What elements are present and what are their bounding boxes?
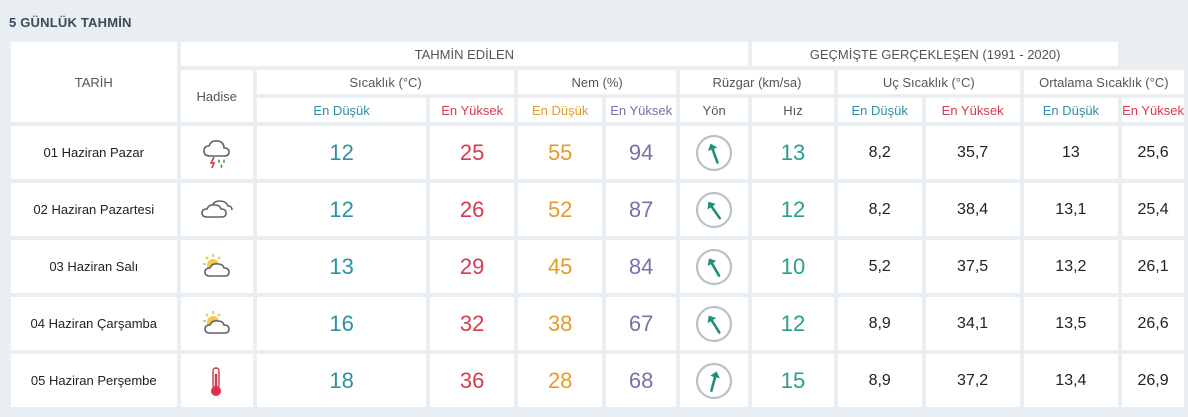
- avg-high-value: 26,9: [1122, 354, 1184, 407]
- header-humidity: Nem (%): [518, 70, 677, 94]
- humidity-high-value: 67: [606, 297, 677, 350]
- wind-speed-value: 10: [752, 240, 834, 293]
- temp-high-value: 26: [430, 183, 515, 236]
- humidity-low-value: 45: [518, 240, 603, 293]
- wind-direction-cell: [680, 183, 749, 236]
- temp-low-value: 12: [257, 183, 427, 236]
- section-title: 5 GÜNLÜK TAHMİN: [9, 15, 132, 30]
- wind-direction-arrow-icon: [680, 190, 748, 230]
- cloudy-icon: [181, 193, 254, 227]
- humidity-high-value: 68: [606, 354, 677, 407]
- weather-event-cell: [180, 354, 254, 407]
- humidity-low-value: 28: [518, 354, 603, 407]
- table-row: 03 Haziran Salı 13 29 45 84 10 5,2 37,5 13,2 26,1: [11, 240, 1184, 293]
- wind-direction-cell: [680, 126, 749, 179]
- weather-event-cell: [180, 240, 254, 293]
- extreme-high-value: 37,5: [925, 240, 1020, 293]
- humidity-high-value: 84: [606, 240, 677, 293]
- row-date: 02 Haziran Pazartesi: [11, 183, 177, 236]
- temp-low-value: 16: [257, 297, 427, 350]
- temp-low-value: 18: [257, 354, 427, 407]
- thunderstorm-rain-icon: [181, 136, 254, 170]
- weather-event-cell: [180, 183, 254, 236]
- header-date: TARİH: [11, 42, 177, 122]
- wind-direction-cell: [680, 240, 749, 293]
- weather-event-cell: [180, 297, 254, 350]
- weather-event-cell: [180, 126, 254, 179]
- extreme-low-value: 8,2: [837, 183, 922, 236]
- avg-high-value: 25,4: [1122, 183, 1184, 236]
- header-row-subcolumns: En Düşük En Yüksek En Düşük En Yüksek Yö…: [11, 98, 1184, 122]
- humidity-low-value: 52: [518, 183, 603, 236]
- header-row-categories: Hadise Sıcaklık (°C) Nem (%) Rüzgar (km/…: [11, 70, 1184, 122]
- wind-direction-arrow-icon: [680, 361, 748, 401]
- row-date: 04 Haziran Çarşamba: [11, 297, 177, 350]
- header-row-groups: TARİH TAHMİN EDİLEN GEÇMİŞTE GERÇEKLEŞEN…: [11, 42, 1184, 122]
- temp-high-value: 32: [430, 297, 515, 350]
- wind-speed-value: 12: [752, 183, 834, 236]
- header-forecast-group: TAHMİN EDİLEN: [180, 42, 749, 66]
- subheader-humidity-high: En Yüksek: [606, 98, 677, 122]
- avg-low-value: 13,5: [1023, 297, 1119, 350]
- header-event: Hadise: [180, 70, 254, 122]
- extreme-low-value: 8,9: [837, 297, 922, 350]
- wind-direction-cell: [680, 297, 749, 350]
- wind-direction-arrow-icon: [680, 247, 748, 287]
- avg-low-value: 13,4: [1023, 354, 1119, 407]
- temp-high-value: 25: [430, 126, 515, 179]
- header-avg-temp: Ortalama Sıcaklık (°C): [1023, 70, 1184, 94]
- table-row: 01 Haziran Pazar 12 25 55 94 13 8,2 35,7 13 25,6: [11, 126, 1184, 179]
- header-history-group: GEÇMİŞTE GERÇEKLEŞEN (1991 - 2020): [752, 42, 1119, 66]
- subheader-extreme-high: En Yüksek: [925, 98, 1020, 122]
- avg-low-value: 13: [1023, 126, 1119, 179]
- subheader-wind-speed: Hız: [752, 98, 834, 122]
- humidity-high-value: 87: [606, 183, 677, 236]
- wind-speed-value: 12: [752, 297, 834, 350]
- wind-direction-arrow-icon: [680, 133, 748, 173]
- header-extreme-temp: Uç Sıcaklık (°C): [837, 70, 1020, 94]
- humidity-high-value: 94: [606, 126, 677, 179]
- wind-speed-value: 13: [752, 126, 834, 179]
- extreme-high-value: 37,2: [925, 354, 1020, 407]
- subheader-avg-high: En Yüksek: [1122, 98, 1184, 122]
- avg-high-value: 25,6: [1122, 126, 1184, 179]
- forecast-table: TARİH TAHMİN EDİLEN GEÇMİŞTE GERÇEKLEŞEN…: [7, 38, 1188, 411]
- row-date: 05 Haziran Perşembe: [11, 354, 177, 407]
- subheader-avg-low: En Düşük: [1023, 98, 1119, 122]
- temp-high-value: 29: [430, 240, 515, 293]
- hot-thermometer-icon: [181, 364, 254, 398]
- row-date: 03 Haziran Salı: [11, 240, 177, 293]
- avg-low-value: 13,1: [1023, 183, 1119, 236]
- subheader-wind-direction: Yön: [680, 98, 749, 122]
- avg-high-value: 26,1: [1122, 240, 1184, 293]
- extreme-low-value: 5,2: [837, 240, 922, 293]
- subheader-temp-high: En Yüksek: [430, 98, 515, 122]
- partly-cloudy-icon: [181, 307, 254, 341]
- wind-direction-arrow-icon: [680, 304, 748, 344]
- subheader-extreme-low: En Düşük: [837, 98, 922, 122]
- table-row: 04 Haziran Çarşamba 16 32 38 67 12 8,9 34,1 13,5…: [11, 297, 1184, 350]
- subheader-humidity-low: En Düşük: [518, 98, 603, 122]
- avg-low-value: 13,2: [1023, 240, 1119, 293]
- partly-cloudy-icon: [181, 250, 254, 284]
- extreme-low-value: 8,2: [837, 126, 922, 179]
- extreme-low-value: 8,9: [837, 354, 922, 407]
- temp-high-value: 36: [430, 354, 515, 407]
- header-temp: Sıcaklık (°C): [257, 70, 515, 94]
- extreme-high-value: 34,1: [925, 297, 1020, 350]
- wind-direction-cell: [680, 354, 749, 407]
- table-row: 05 Haziran Perşembe 18 36 28 68 15 8,9 37,2 13,4…: [11, 354, 1184, 407]
- row-date: 01 Haziran Pazar: [11, 126, 177, 179]
- avg-high-value: 26,6: [1122, 297, 1184, 350]
- humidity-low-value: 55: [518, 126, 603, 179]
- humidity-low-value: 38: [518, 297, 603, 350]
- extreme-high-value: 35,7: [925, 126, 1020, 179]
- table-row: 02 Haziran Pazartesi 12 26 52 87 12 8,2 38,4 13,…: [11, 183, 1184, 236]
- header-wind: Rüzgar (km/sa): [680, 70, 834, 94]
- temp-low-value: 13: [257, 240, 427, 293]
- extreme-high-value: 38,4: [925, 183, 1020, 236]
- temp-low-value: 12: [257, 126, 427, 179]
- wind-speed-value: 15: [752, 354, 834, 407]
- subheader-temp-low: En Düşük: [257, 98, 427, 122]
